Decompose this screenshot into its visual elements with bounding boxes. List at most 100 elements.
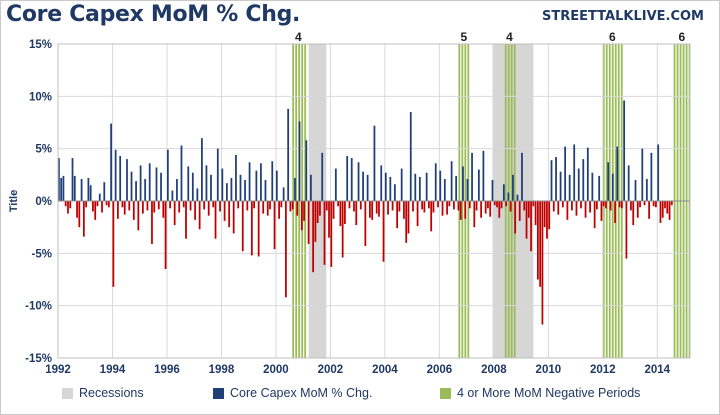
bar: [403, 201, 405, 219]
bar: [305, 140, 308, 201]
bar: [146, 201, 149, 211]
bar: [605, 201, 607, 209]
bar: [62, 175, 65, 201]
bar: [620, 201, 623, 209]
y-tick-label: -10%: [25, 301, 52, 313]
bar: [546, 201, 548, 239]
bar: [180, 145, 183, 201]
bar: [173, 201, 176, 226]
bar: [421, 201, 423, 210]
x-tick-label: 2008: [481, 364, 507, 376]
bar: [468, 201, 471, 209]
bar: [205, 165, 208, 201]
bar: [366, 174, 369, 201]
bar: [589, 201, 591, 213]
legend-swatch-negative-periods: [440, 387, 451, 399]
bar: [348, 201, 351, 209]
bar: [278, 201, 280, 219]
bar: [414, 173, 417, 201]
bar: [330, 201, 333, 267]
bar: [228, 201, 231, 228]
bar: [645, 179, 648, 201]
bar: [176, 179, 178, 201]
bar: [246, 201, 249, 211]
bar: [475, 201, 478, 211]
bar: [516, 194, 519, 201]
bar: [110, 123, 112, 201]
bar: [371, 201, 374, 220]
bar: [568, 174, 571, 201]
bar: [439, 170, 442, 201]
bar: [487, 201, 489, 209]
bar: [471, 152, 473, 201]
bar: [248, 162, 251, 201]
bar: [187, 166, 190, 201]
bar: [257, 201, 260, 257]
x-tick-label: 2000: [263, 364, 289, 376]
bar: [391, 201, 394, 211]
bar: [198, 201, 201, 230]
bar: [582, 159, 585, 201]
bar: [584, 201, 587, 218]
bar: [312, 201, 315, 273]
y-tick-label: -15%: [25, 353, 52, 365]
bar: [648, 201, 651, 219]
bar: [157, 201, 160, 210]
bar: [523, 201, 526, 211]
bar: [407, 201, 410, 234]
bar: [105, 201, 108, 206]
bar: [387, 201, 389, 215]
bar: [185, 201, 187, 239]
bar: [89, 185, 92, 201]
bar: [121, 201, 124, 208]
bar: [123, 201, 126, 215]
bar: [96, 201, 99, 207]
bar: [548, 201, 551, 230]
bar: [319, 201, 321, 216]
bar: [384, 172, 387, 201]
bar: [69, 201, 72, 209]
bar: [309, 174, 312, 201]
negative-period-label-1: 5: [461, 30, 468, 44]
legend-label-series: Core Capex MoM % Chg.: [230, 386, 373, 400]
bar: [353, 201, 355, 212]
negative-period-label-4: 6: [678, 30, 685, 44]
bar: [221, 168, 224, 201]
bar: [636, 201, 639, 218]
bar: [332, 201, 335, 219]
bar: [112, 201, 115, 287]
bar: [350, 158, 353, 201]
bar: [441, 201, 444, 216]
bar: [566, 201, 569, 220]
bar: [618, 201, 621, 208]
bar: [670, 201, 673, 206]
x-tick-label: 1994: [100, 364, 126, 376]
bar: [393, 184, 396, 201]
bar: [260, 163, 262, 201]
bar: [600, 201, 603, 221]
y-tick-label: 5%: [35, 144, 52, 156]
bar: [652, 201, 655, 207]
bar: [518, 201, 521, 221]
bar: [400, 168, 403, 201]
bar: [241, 201, 244, 252]
bar: [225, 183, 228, 201]
bar: [314, 201, 317, 242]
x-tick-label: 2010: [536, 364, 562, 376]
bar: [564, 146, 567, 201]
bar: [101, 201, 103, 213]
bar: [94, 201, 97, 220]
bar: [541, 201, 544, 325]
bar: [448, 201, 451, 207]
bar: [151, 201, 153, 244]
bar: [219, 201, 221, 212]
bar: [321, 152, 324, 201]
bar: [580, 201, 582, 209]
bar: [58, 158, 60, 201]
bar: [500, 201, 503, 209]
bar: [457, 201, 460, 211]
bar: [189, 201, 192, 211]
bar: [625, 201, 628, 259]
bar: [530, 201, 532, 252]
legend-swatch-recessions: [62, 387, 73, 399]
